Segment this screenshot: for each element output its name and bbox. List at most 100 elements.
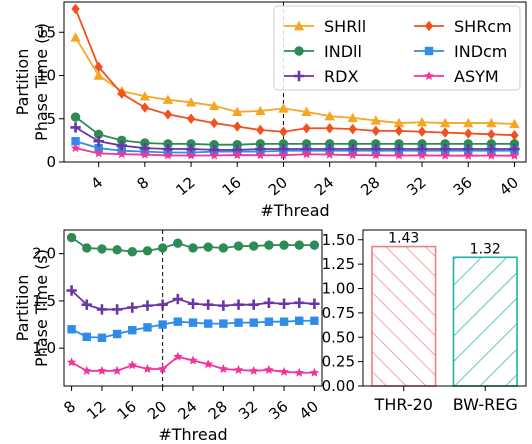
data-point-1-13 bbox=[371, 125, 381, 137]
data-point-0-12 bbox=[347, 112, 358, 123]
series-3 bbox=[66, 351, 320, 377]
legend-marker-4 bbox=[293, 70, 305, 82]
data-point-0-8 bbox=[255, 105, 266, 116]
bar-y-tick-label-2: 0.50 bbox=[322, 328, 355, 346]
data-point-5-6 bbox=[209, 150, 219, 160]
legend: SHRll SHRcm INDll INDcm RDX ASYM bbox=[273, 5, 521, 91]
data-point-2-1 bbox=[82, 332, 91, 342]
data-point-0-11 bbox=[233, 241, 244, 251]
x-tick-label-6: 32 bbox=[235, 397, 261, 423]
series-1 bbox=[66, 285, 320, 315]
series-line-0 bbox=[74, 36, 515, 125]
bar-y-tick-label-1: 0.25 bbox=[322, 353, 355, 371]
y-axis-title: PartitionPhase Time (s) bbox=[13, 23, 51, 141]
bar-data-label-0: 1.43 bbox=[388, 231, 419, 247]
data-point-2-4 bbox=[128, 326, 137, 335]
data-point-0-18 bbox=[486, 117, 497, 128]
y-axis-title-line-1: Phase Time (s) bbox=[32, 23, 51, 141]
data-point-3-9 bbox=[203, 359, 213, 369]
data-point-1-3 bbox=[140, 102, 150, 113]
data-point-1-16 bbox=[440, 127, 450, 138]
legend-box bbox=[273, 5, 521, 91]
data-point-1-0 bbox=[71, 3, 80, 15]
data-point-3-11 bbox=[233, 364, 244, 374]
data-point-5-19 bbox=[509, 150, 520, 160]
x-tick-label-9: 40 bbox=[496, 173, 522, 199]
data-point-1-12 bbox=[348, 123, 357, 135]
bar-0 bbox=[371, 245, 437, 387]
data-point-1-10 bbox=[302, 123, 311, 134]
data-point-5-10 bbox=[301, 149, 312, 159]
x-tick-label-5: 24 bbox=[311, 173, 337, 199]
data-point-0-3 bbox=[112, 245, 122, 255]
data-point-1-5 bbox=[186, 113, 196, 124]
data-point-1-10 bbox=[218, 300, 229, 311]
x-tick-label-8: 40 bbox=[296, 397, 322, 423]
data-point-3-7 bbox=[173, 351, 183, 361]
series-1 bbox=[71, 3, 519, 141]
y-tick-label-1: 5 bbox=[46, 110, 56, 128]
data-point-2-15 bbox=[295, 316, 304, 325]
data-point-1-1 bbox=[94, 61, 103, 73]
data-point-3-10 bbox=[218, 363, 229, 374]
data-point-1-1 bbox=[81, 299, 92, 310]
legend-label-5: ASYM bbox=[454, 67, 499, 86]
x-tick-label-1: 12 bbox=[83, 397, 109, 423]
data-point-3-3 bbox=[112, 365, 122, 375]
data-point-1-19 bbox=[510, 129, 519, 141]
data-point-0-14 bbox=[393, 117, 405, 128]
data-point-3-2 bbox=[97, 365, 107, 375]
y-tick-label-0: 0 bbox=[46, 153, 56, 171]
data-point-2-0 bbox=[70, 112, 81, 122]
data-point-5-0 bbox=[70, 143, 81, 153]
bar-y-tick-label-4: 1.00 bbox=[322, 280, 355, 298]
data-point-0-1 bbox=[93, 70, 104, 80]
data-point-1-6 bbox=[157, 299, 168, 310]
y-tick-label-0: 1.0 bbox=[32, 339, 56, 357]
x-tick-label-1: 8 bbox=[134, 173, 153, 193]
legend-label-2: INDll bbox=[324, 42, 362, 61]
data-point-1-15 bbox=[417, 126, 427, 137]
data-point-1-16 bbox=[309, 298, 320, 309]
x-tick-label-5: 28 bbox=[205, 397, 231, 423]
bar-y-tick-label-3: 0.75 bbox=[322, 304, 355, 322]
data-point-1-18 bbox=[487, 129, 496, 140]
data-point-0-1 bbox=[82, 243, 92, 253]
y-tick-label-2: 10 bbox=[37, 67, 56, 85]
legend-entry-0: SHRll bbox=[284, 17, 366, 36]
legend-marker-2 bbox=[294, 46, 304, 56]
legend-label-1: SHRcm bbox=[454, 17, 512, 36]
legend-label-4: RDX bbox=[324, 67, 358, 86]
data-point-0-16 bbox=[439, 117, 451, 128]
legend-marker-1 bbox=[424, 20, 434, 32]
bar-plot-frame bbox=[362, 229, 527, 387]
x-tick-label-2: 16 bbox=[114, 397, 140, 423]
x-axis-title: #Thread bbox=[260, 201, 329, 220]
data-point-0-0 bbox=[66, 232, 77, 243]
data-point-0-6 bbox=[157, 243, 168, 253]
data-point-1-13 bbox=[263, 297, 275, 308]
data-point-1-7 bbox=[233, 121, 242, 132]
data-point-1-8 bbox=[187, 298, 199, 309]
data-point-0-5 bbox=[185, 97, 197, 107]
y-tick-label-3: 15 bbox=[37, 23, 56, 41]
data-point-3-14 bbox=[279, 366, 289, 376]
series-line-5 bbox=[75, 147, 515, 157]
data-point-1-6 bbox=[209, 117, 219, 129]
data-point-0-15 bbox=[294, 240, 304, 250]
data-point-2-6 bbox=[158, 320, 167, 329]
bar-y-tick-label-6: 1.50 bbox=[322, 231, 355, 249]
x-tick-label-0: 4 bbox=[87, 173, 106, 193]
data-point-0-19 bbox=[509, 118, 520, 129]
data-point-5-4 bbox=[163, 150, 173, 160]
data-point-3-12 bbox=[248, 365, 259, 375]
line-chart-1: 1.0 1.5 2.0 8 12 16 20 24 28 32 36 40 #Thread Partiti… bbox=[13, 229, 323, 444]
data-point-3-6 bbox=[157, 363, 168, 374]
data-point-4-0 bbox=[70, 122, 81, 133]
data-point-5-3 bbox=[140, 149, 150, 159]
data-point-0-13 bbox=[264, 240, 274, 250]
x-tick-label-7: 36 bbox=[265, 397, 291, 423]
data-point-5-5 bbox=[186, 150, 196, 160]
legend-entry-3: INDcm bbox=[414, 42, 507, 61]
data-point-2-10 bbox=[219, 319, 228, 328]
